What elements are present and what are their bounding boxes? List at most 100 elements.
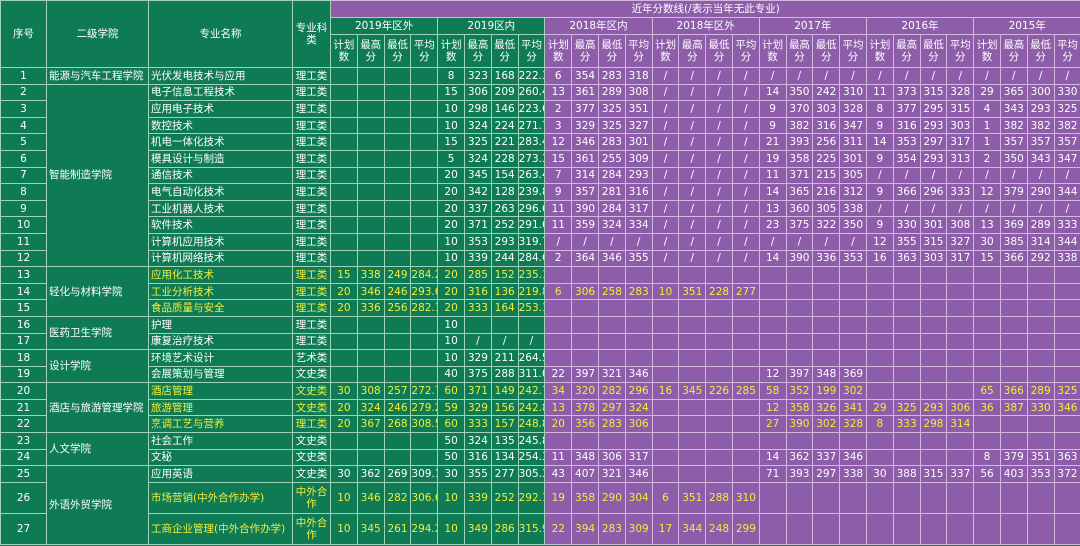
score-cell: 295 — [919, 100, 948, 118]
row-number: 22 — [0, 415, 47, 434]
score-cell: 316 — [624, 183, 653, 201]
score-cell — [678, 332, 707, 351]
score-cell: 20 — [330, 282, 358, 301]
score-cell: 382 — [1053, 116, 1080, 135]
table-row: 计划数 最高分 最低分 平均分 计划数 最高分 最低分 平均分 计划数 最高分 最低分 平均分 计划数最… — [1, 34, 1080, 68]
score-cell: 136 — [490, 282, 519, 301]
score-cell: 329 — [463, 349, 492, 367]
college-name: 人文学院 — [46, 432, 149, 467]
score-cell: 60 — [437, 415, 465, 434]
score-cell — [705, 349, 733, 367]
year-header: 2018年区内 — [544, 17, 653, 35]
sub-header: 平均分 — [517, 34, 546, 68]
major-name: 护理 — [148, 315, 293, 334]
score-cell: / — [973, 67, 1001, 85]
score-cell: 9 — [865, 216, 894, 234]
score-cell: 321 — [597, 365, 626, 384]
major-name: 应用英语 — [148, 465, 293, 483]
score-cell — [410, 249, 439, 268]
score-cell — [999, 415, 1028, 434]
score-cell — [892, 512, 921, 545]
score-cell: 255 — [597, 149, 626, 168]
score-cell: 306 — [463, 83, 492, 102]
score-cell — [812, 266, 841, 284]
score-cell: 371 — [463, 216, 492, 234]
score-cell — [651, 299, 680, 317]
score-cell — [383, 448, 412, 467]
score-cell: 9 — [865, 183, 894, 201]
score-cell — [678, 299, 707, 317]
score-cell: 16 — [865, 249, 894, 268]
score-cell: 209 — [490, 83, 519, 102]
score-cell — [330, 83, 358, 102]
score-cell: / — [678, 83, 707, 102]
score-cell: 168 — [490, 67, 519, 85]
score-cell — [839, 481, 867, 514]
score-cell — [410, 100, 439, 118]
major-type: 理工类 — [292, 332, 331, 351]
score-cell — [383, 332, 412, 351]
score-cell: 30 — [437, 465, 465, 483]
score-cell: 351 — [1026, 448, 1055, 467]
score-cell: 1 — [973, 116, 1001, 135]
score-cell: 356 — [571, 415, 599, 434]
score-cell: 9 — [544, 183, 573, 201]
score-cell: 14 — [758, 448, 787, 467]
score-cell — [356, 199, 385, 218]
score-cell: 328 — [839, 415, 867, 434]
score-cell — [463, 315, 492, 334]
row-number: 6 — [0, 149, 47, 168]
score-cell: 246 — [383, 398, 412, 417]
score-cell: 285 — [463, 266, 492, 284]
score-cell — [651, 332, 680, 351]
score-cell: 239.8 — [517, 183, 546, 201]
score-cell — [597, 315, 626, 334]
score-cell: / — [731, 83, 760, 102]
score-cell: 60 — [437, 382, 465, 400]
score-cell: 361 — [571, 149, 599, 168]
major-name: 应用化工技术 — [148, 266, 293, 284]
score-cell — [651, 365, 680, 384]
score-cell: / — [785, 232, 814, 251]
table-row: 16 医药卫生学院 护理 理工类 10 — [0, 315, 1080, 351]
score-cell — [624, 266, 653, 284]
score-cell: / — [678, 183, 707, 201]
score-cell: 310 — [731, 481, 760, 514]
score-cell — [571, 266, 599, 284]
score-cell — [919, 448, 948, 467]
score-cell: 152 — [490, 266, 519, 284]
score-cell — [758, 332, 787, 351]
score-cell: / — [705, 216, 733, 234]
score-cell: 283 — [597, 67, 626, 85]
college-name: 医药卫生学院 — [46, 315, 149, 351]
table-row: 3应用电子技术理工类10298146223.62377325351////937… — [0, 100, 1080, 118]
score-cell: 339 — [463, 249, 492, 268]
score-cell: 345 — [356, 512, 385, 545]
score-cell: / — [731, 199, 760, 218]
score-cell: 379 — [999, 448, 1028, 467]
major-type: 理工类 — [292, 282, 331, 301]
score-cell: 304 — [624, 481, 653, 514]
score-cell: 354 — [571, 67, 599, 85]
row-number: 7 — [0, 166, 47, 185]
score-cell: 289 — [1026, 216, 1055, 234]
table-row: 7通信技术理工类20345154263.47314284293////11371… — [0, 166, 1080, 185]
score-cell: / — [624, 232, 653, 251]
score-cell: 297 — [812, 465, 841, 483]
score-cell — [839, 349, 867, 367]
score-cell — [410, 365, 439, 384]
score-cell — [544, 266, 573, 284]
score-cell: / — [651, 116, 680, 135]
score-cell — [919, 512, 948, 545]
score-cell — [999, 432, 1028, 450]
score-cell: 336 — [356, 299, 385, 317]
score-cell — [410, 67, 439, 85]
column-header: 序号 — [0, 0, 47, 68]
score-cell — [410, 149, 439, 168]
major-name: 通信技术 — [148, 166, 293, 185]
score-cell — [919, 365, 948, 384]
major-type: 理工类 — [292, 315, 331, 334]
score-cell: 329 — [463, 398, 492, 417]
score-cell: 309 — [624, 512, 653, 545]
table-title: 近年分数线(/表示当年无此专业) — [329, 0, 1080, 18]
